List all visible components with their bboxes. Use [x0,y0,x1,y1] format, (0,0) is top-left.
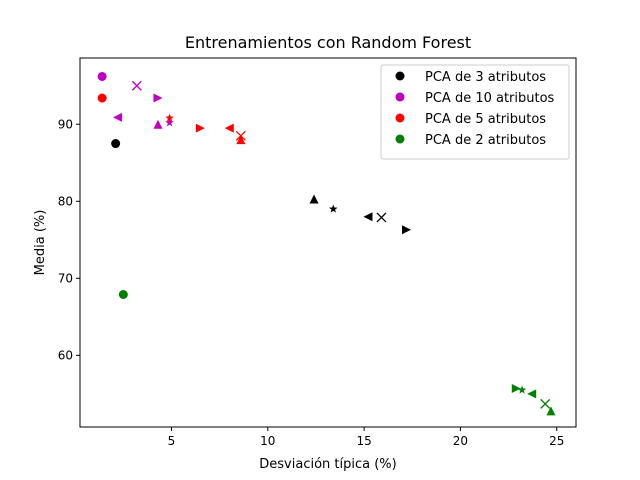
x-axis-label: Desviación típica (%) [259,457,396,472]
point-series-3-5-triangle-up [546,406,556,416]
legend: PCA de 3 atributos PCA de 10 atributos PCA… [380,64,570,160]
point-series-1-1-x [131,80,142,91]
point-series-3-4-x [540,398,551,409]
point-series-0-0-circle [111,139,121,149]
point-series-0-2-star [329,204,338,213]
x-tick-label-15: 15 [356,434,371,448]
legend-marker-2 [395,113,405,123]
point-series-0-4-x [376,212,387,223]
legend-entry-2: PCA de 5 atributos [425,112,546,127]
x-tick-label-5: 5 [168,434,176,448]
legend-entry-0: PCA de 3 atributos [425,70,546,85]
x-tick-label-25: 25 [549,434,564,448]
point-series-2-1-star [165,113,174,122]
y-tick-label-80: 80 [58,194,73,208]
chart-title: Entrenamientos con Random Forest [185,33,471,52]
point-series-0-1-triangle-up [309,194,319,204]
data-points [97,71,556,416]
point-series-3-0-circle [118,289,128,299]
point-series-3-3-triangle-left [527,389,537,399]
legend-entry-1: PCA de 10 atributos [425,91,555,106]
legend-marker-0 [395,71,405,81]
point-series-3-1-triangle-right [511,383,521,393]
x-tick-label-10: 10 [260,434,275,448]
legend-entry-3: PCA de 2 atributos [425,133,546,148]
y-axis-label: Media (%) [33,210,48,276]
point-series-1-2-triangle-right [153,93,163,103]
point-series-1-5-star [165,118,174,127]
point-series-2-0-circle [97,93,107,103]
point-series-0-5-triangle-right [401,225,411,235]
point-series-0-3-triangle-left [363,212,373,222]
legend-marker-1 [395,92,405,102]
legend-box [380,64,570,160]
y-tick-label-60: 60 [58,348,73,362]
legend-marker-3 [395,134,405,144]
point-series-2-3-triangle-left [224,123,234,133]
y-tick-label-70: 70 [58,271,73,285]
point-series-3-2-star [517,385,527,394]
x-tick-label-20: 20 [453,434,468,448]
axis-ticks: 5 10 15 20 25 60 70 80 90 [58,117,565,448]
point-series-1-4-triangle-up [153,119,163,129]
point-series-1-0-circle [97,71,107,81]
point-series-2-5-triangle-up [236,135,246,145]
point-series-1-3-triangle-left [113,112,123,122]
point-series-2-2-triangle-right [195,123,205,133]
y-tick-label-90: 90 [58,117,73,131]
